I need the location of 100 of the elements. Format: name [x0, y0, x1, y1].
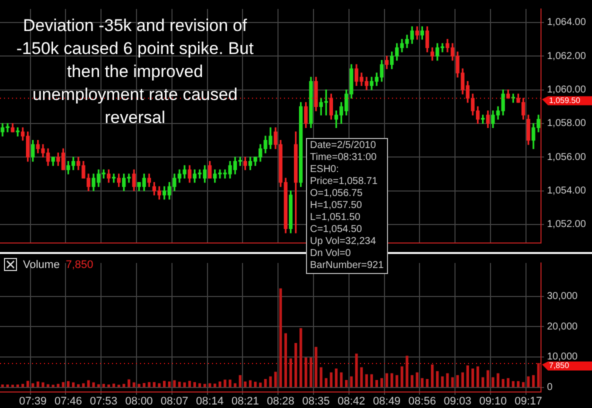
x-tick-label: 08:14	[196, 395, 224, 408]
bar	[451, 377, 454, 388]
annotation: C=1,054.50	[310, 224, 363, 236]
bar	[92, 382, 95, 388]
bar	[188, 380, 191, 388]
bar	[410, 375, 414, 388]
bar	[400, 366, 404, 388]
bar	[173, 380, 176, 388]
x-tick-label: 08:00	[125, 395, 153, 408]
x-tick-label: 07:53	[90, 395, 118, 408]
bar	[380, 378, 384, 388]
bar	[365, 374, 368, 388]
x-tick-label: 09:10	[479, 395, 507, 408]
bar	[396, 375, 398, 388]
bar	[46, 384, 50, 388]
bar	[87, 380, 90, 388]
bar	[138, 384, 140, 388]
bar	[26, 380, 30, 388]
bar	[294, 342, 298, 388]
x-tick-label: 08:56	[408, 395, 436, 408]
bar	[334, 368, 338, 388]
bar	[420, 378, 424, 388]
bar	[132, 382, 136, 388]
y-tick-label: 1,056.00	[547, 152, 586, 163]
bar	[218, 381, 222, 388]
annotation: Up Vol=32,234	[310, 236, 377, 248]
bar	[193, 382, 196, 388]
bar	[300, 328, 302, 388]
bar	[112, 384, 116, 388]
y-tick-label: 1,054.00	[547, 186, 586, 197]
bar	[304, 358, 308, 388]
bar	[274, 372, 277, 388]
bar	[269, 376, 272, 388]
bar	[340, 372, 343, 388]
bar	[345, 380, 348, 388]
bar	[430, 364, 434, 388]
y-tick-label: 1,052.00	[547, 219, 586, 230]
y-tick-label: 30,000	[547, 291, 578, 302]
x-tick-label: 09:17	[514, 395, 542, 408]
bar	[512, 381, 515, 388]
annotation: Deviation -35k and revision of -150k caused 6 point spike. But then the improved unemployment rate caused reversal	[15, 15, 255, 129]
bar	[238, 375, 242, 388]
bar	[516, 381, 520, 388]
bar	[522, 382, 525, 388]
bar	[72, 382, 75, 388]
text: Dn Vol=0	[310, 248, 352, 260]
annotation: Time=08:31:00	[310, 152, 378, 164]
y-tick-label: 1,058.00	[547, 118, 586, 130]
annotation: Price=1,058.71	[310, 176, 379, 188]
bar	[142, 382, 146, 388]
annotation: H=1,057.50	[310, 200, 363, 212]
bar	[77, 384, 80, 388]
bar	[97, 384, 100, 388]
bar	[314, 346, 318, 388]
bar	[324, 378, 328, 388]
annotation: O=1,056.75	[310, 188, 364, 200]
bar	[320, 367, 322, 388]
bar	[502, 379, 504, 388]
bar	[506, 378, 510, 388]
x-tick-label: 08:07	[160, 395, 188, 408]
bar	[360, 367, 363, 388]
bar	[162, 380, 166, 388]
bar	[168, 381, 171, 388]
bar	[214, 384, 216, 388]
y-tick-label: 20,000	[547, 321, 578, 332]
annotation: BarNumber=921	[310, 260, 384, 272]
bar	[375, 380, 378, 388]
bar	[183, 382, 186, 388]
bar	[355, 354, 358, 388]
bar	[66, 381, 70, 388]
bar	[107, 384, 110, 388]
bar	[1, 384, 4, 388]
bar	[128, 379, 130, 388]
bar	[486, 370, 490, 388]
bar	[446, 373, 449, 388]
x-tick-label: 08:49	[373, 395, 401, 408]
bar	[330, 372, 333, 388]
ref-line-label: 1,059.50	[549, 96, 581, 105]
bar	[178, 382, 181, 388]
bar	[62, 382, 65, 388]
ref-line-label: 7,850	[549, 361, 570, 370]
annotation: Date=2/5/2010	[310, 140, 377, 152]
bar	[441, 376, 444, 388]
bar	[224, 380, 226, 388]
bar	[471, 368, 474, 388]
bar	[259, 382, 262, 388]
bar	[244, 381, 247, 388]
x-tick-label: 08:42	[338, 395, 366, 408]
bar	[482, 377, 484, 388]
bar	[42, 382, 44, 388]
bar	[350, 376, 353, 388]
y-tick-label: 1,062.00	[547, 50, 586, 62]
bar	[6, 384, 9, 388]
chart-title: Volume	[23, 258, 60, 270]
bar	[436, 371, 439, 388]
x-tick-label: 08:28	[266, 395, 294, 408]
x-tick-label: 08:35	[302, 395, 330, 408]
bar	[310, 358, 312, 388]
bar	[16, 384, 20, 388]
bar	[148, 382, 150, 388]
